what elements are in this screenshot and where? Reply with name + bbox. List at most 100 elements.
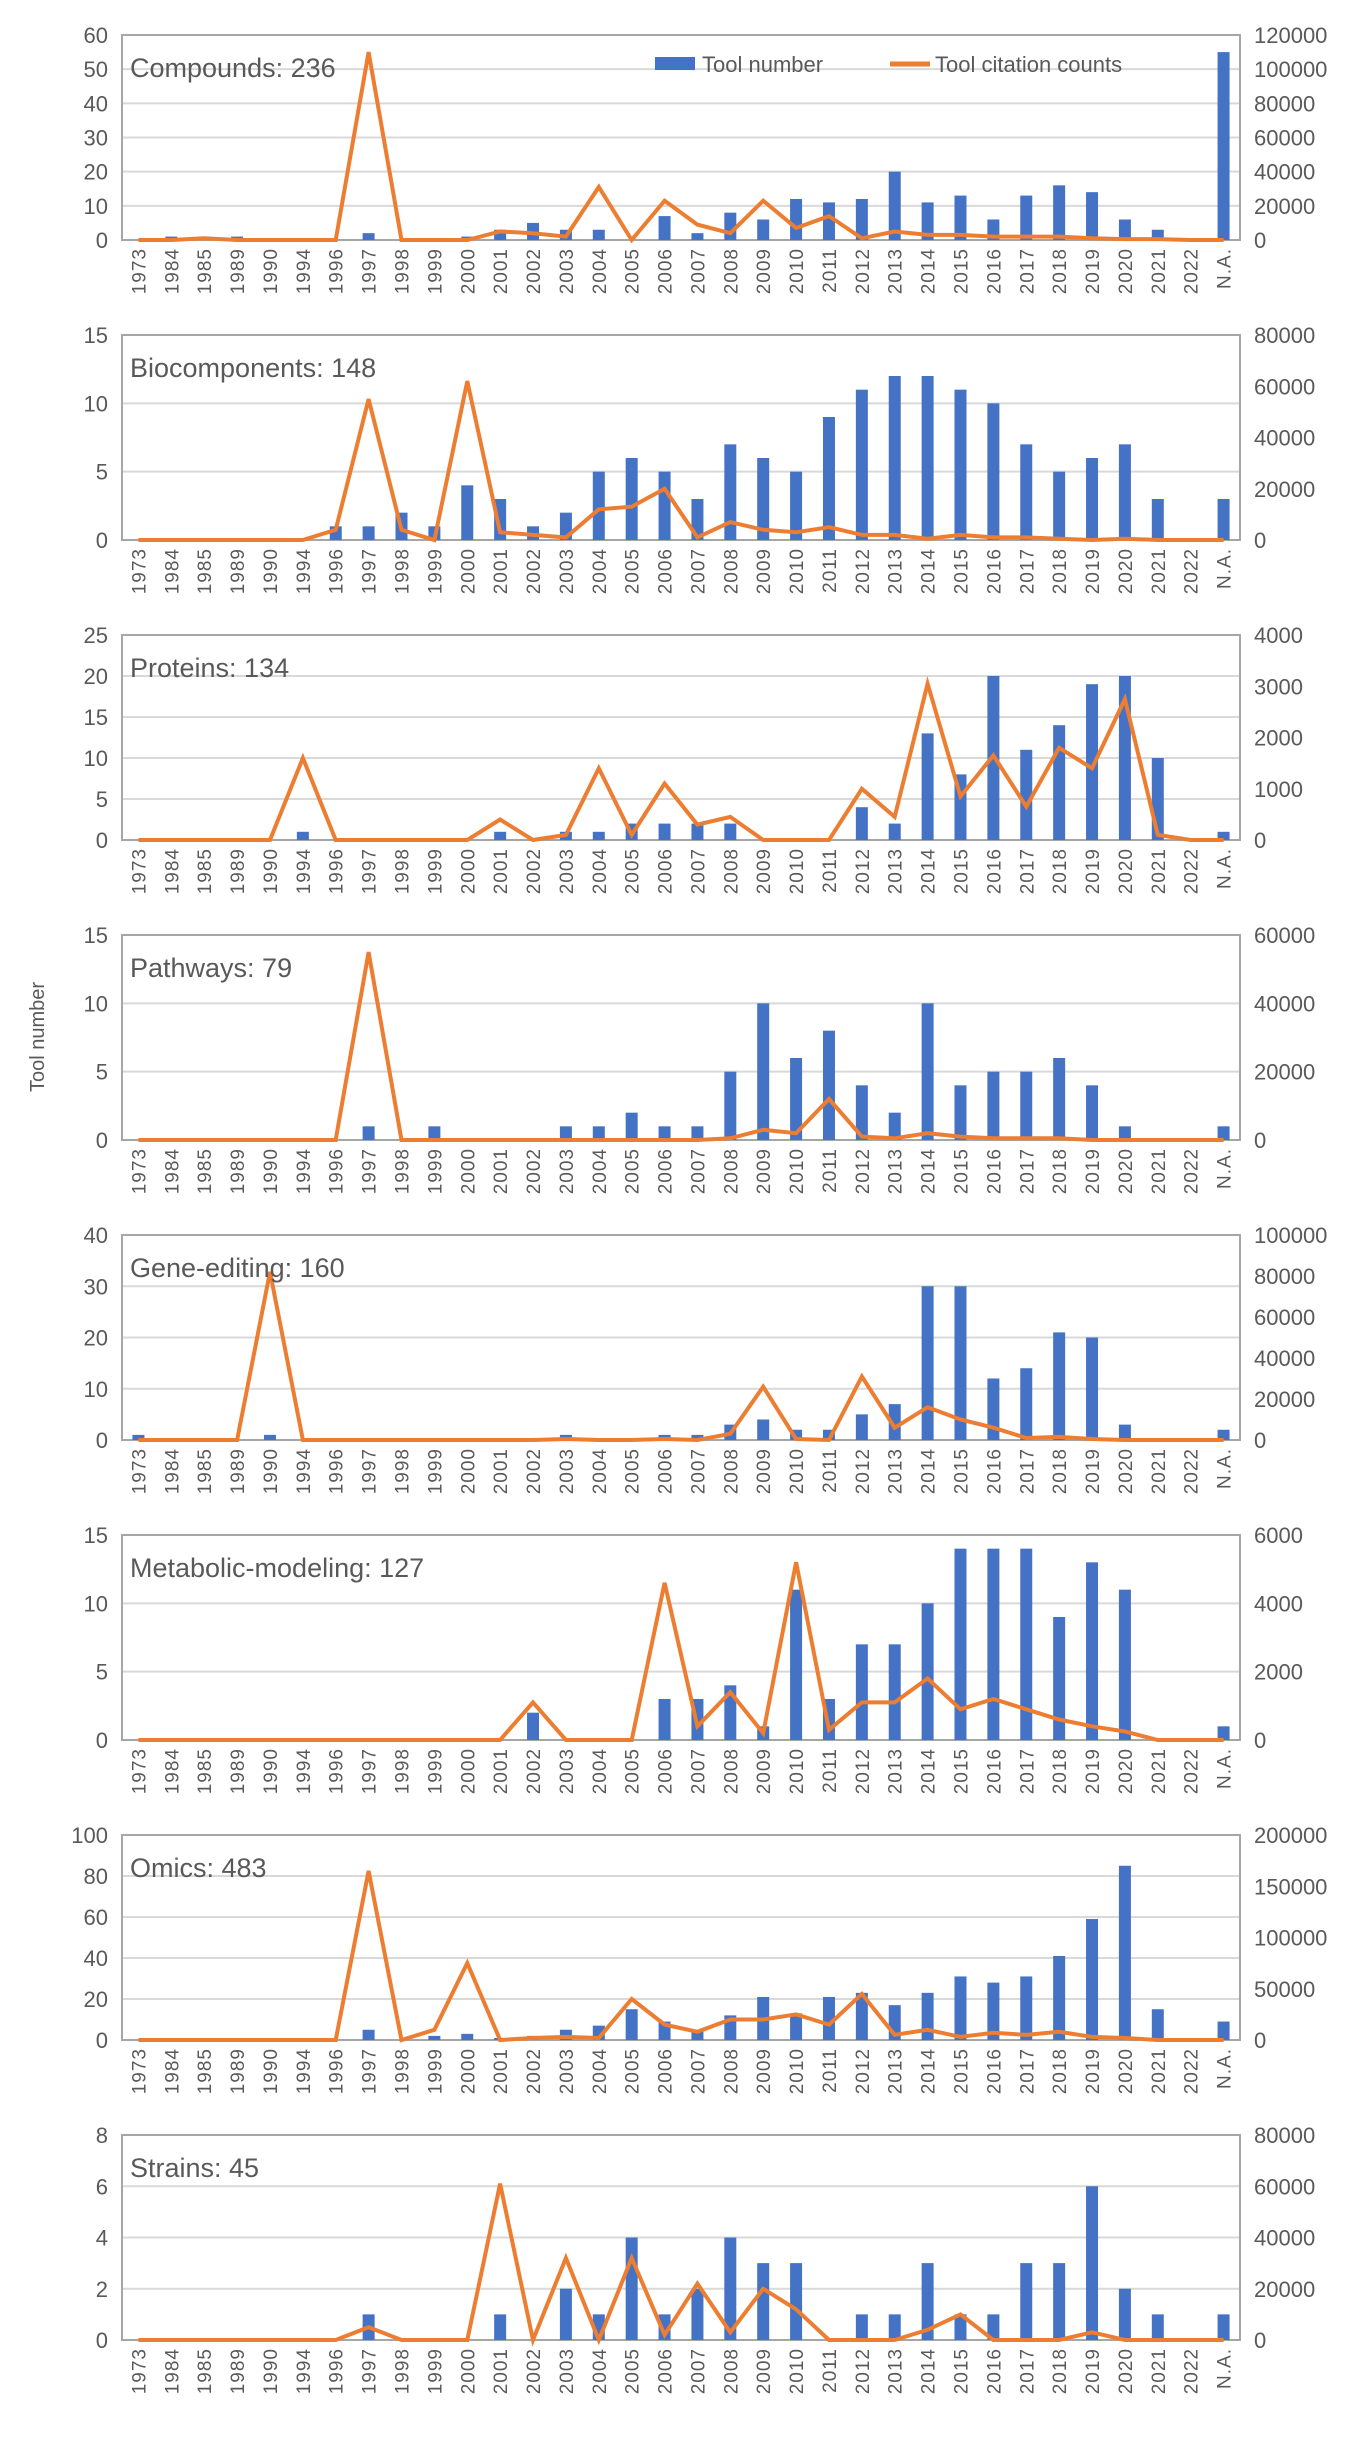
bar — [494, 229, 507, 240]
left-tick-label: 5 — [96, 1660, 108, 1685]
x-tick-label: 2016 — [984, 2348, 1005, 2394]
citation-line — [138, 380, 1224, 543]
x-tick-label: 2013 — [886, 1448, 907, 1494]
bar — [757, 1419, 770, 1440]
bar — [1053, 1617, 1066, 1740]
right-tick-label: 0 — [1254, 1428, 1266, 1453]
bar — [691, 823, 704, 840]
right-tick-label: 40000 — [1254, 991, 1315, 1016]
left-tick-label: 10 — [84, 391, 108, 416]
x-tick-label: 2014 — [919, 848, 940, 894]
right-tick-label: 60000 — [1254, 374, 1315, 399]
x-tick-label: 2003 — [557, 2048, 578, 2094]
bar — [1151, 2314, 1164, 2340]
right-tick-label: 60000 — [1254, 923, 1315, 948]
bar — [691, 2288, 704, 2340]
x-tick-label: 2016 — [984, 848, 1005, 894]
bar — [296, 831, 309, 840]
x-tick-label: 2009 — [754, 2048, 775, 2094]
right-tick-label: 0 — [1254, 2028, 1266, 2053]
x-tick-label: 2022 — [1182, 2048, 1203, 2094]
x-tick-label: 2010 — [787, 2048, 808, 2094]
bar — [1118, 2288, 1131, 2340]
x-tick-label: 2017 — [1017, 2348, 1038, 2394]
x-tick-label: 2004 — [590, 1148, 611, 1194]
x-tick-label: 2019 — [1083, 1148, 1104, 1194]
x-tick-label: 2011 — [820, 1148, 841, 1193]
plot-frame — [121, 1834, 1241, 2041]
x-tick-label: 1994 — [294, 2048, 315, 2094]
x-tick-label: 2010 — [787, 1448, 808, 1494]
left-tick-label: 10 — [84, 991, 108, 1016]
right-tick-label: 20000 — [1254, 2277, 1315, 2302]
x-tick-label: 2021 — [1149, 1748, 1170, 1794]
x-tick-label: 2013 — [886, 2348, 907, 2394]
bar — [1020, 1976, 1033, 2040]
x-tick-label: 1997 — [360, 248, 381, 294]
x-tick-label: 2017 — [1017, 1748, 1038, 1794]
bar — [954, 1548, 967, 1740]
x-tick-label: 1990 — [261, 2348, 282, 2394]
x-tick-label: 1984 — [162, 548, 183, 594]
left-tick-label: 80 — [84, 1864, 108, 1889]
x-tick-label: 1973 — [129, 2048, 150, 2094]
x-tick-label: 2017 — [1017, 1148, 1038, 1194]
x-tick-label: 2012 — [853, 2048, 874, 2094]
bar — [1053, 185, 1066, 240]
right-tick-label: 20000 — [1254, 477, 1315, 502]
bar — [888, 1644, 901, 1740]
x-tick-label: 2012 — [853, 248, 874, 294]
x-tick-label: 1994 — [294, 1148, 315, 1194]
x-tick-label: 2010 — [787, 848, 808, 894]
bar — [954, 2314, 967, 2340]
x-tick-label: 2015 — [952, 1148, 973, 1194]
x-tick-label: 2022 — [1182, 2348, 1203, 2394]
x-tick-label: 2019 — [1083, 2348, 1104, 2394]
x-tick-label: 2005 — [623, 1448, 644, 1494]
x-tick-label: 1996 — [327, 1448, 348, 1494]
left-tick-label: 40 — [84, 91, 108, 116]
x-tick-label: N.A. — [1215, 1148, 1236, 1189]
x-tick-label: 1989 — [228, 848, 249, 894]
x-tick-label: 2014 — [919, 548, 940, 594]
bar — [1053, 471, 1066, 540]
x-tick-label: 2013 — [886, 1148, 907, 1194]
citation-line — [138, 676, 1224, 843]
left-tick-label: 0 — [96, 528, 108, 553]
bar — [1217, 499, 1230, 540]
x-tick-label: 2016 — [984, 2048, 1005, 2094]
x-tick-label: 2012 — [853, 548, 874, 594]
bar — [724, 444, 737, 540]
x-tick-label: 2020 — [1116, 548, 1137, 594]
x-tick-label: 2016 — [984, 1448, 1005, 1494]
x-tick-label: 1985 — [195, 548, 216, 594]
x-tick-label: 1984 — [162, 848, 183, 894]
right-tick-label: 6000 — [1254, 1523, 1303, 1548]
right-tick-label: 60000 — [1254, 126, 1315, 151]
right-tick-label: 40000 — [1254, 160, 1315, 185]
left-tick-label: 10 — [84, 746, 108, 771]
x-tick-label: 2021 — [1149, 2048, 1170, 2094]
x-tick-label: 1984 — [162, 248, 183, 294]
bar — [559, 2029, 572, 2040]
x-tick-label: 2007 — [688, 2048, 709, 2094]
left-tick-label: 6 — [96, 2174, 108, 2199]
x-tick-label: 2020 — [1116, 2348, 1137, 2394]
plot-frame — [121, 1534, 1241, 1741]
x-tick-label: 2005 — [623, 2048, 644, 2094]
right-tick-label: 80000 — [1254, 2123, 1315, 2148]
x-tick-label: 2021 — [1149, 1448, 1170, 1494]
right-tick-label: 120000 — [1254, 23, 1327, 48]
x-tick-label: 2013 — [886, 548, 907, 594]
right-tick-label: 0 — [1254, 228, 1266, 253]
x-tick-label: 1990 — [261, 848, 282, 894]
left-tick-label: 15 — [84, 323, 108, 348]
x-tick-label: 1989 — [228, 548, 249, 594]
x-tick-label: 2004 — [590, 248, 611, 294]
bar — [428, 1126, 441, 1140]
x-tick-label: 1985 — [195, 2048, 216, 2094]
left-tick-label: 4 — [96, 2226, 108, 2251]
x-tick-label: 2015 — [952, 2048, 973, 2094]
x-tick-label: 2022 — [1182, 1748, 1203, 1794]
chart-panel-8: 0 2 4 6 8 0 20000 40000 60000 80000 1973 1984 1985 19… — [96, 2123, 1315, 2394]
